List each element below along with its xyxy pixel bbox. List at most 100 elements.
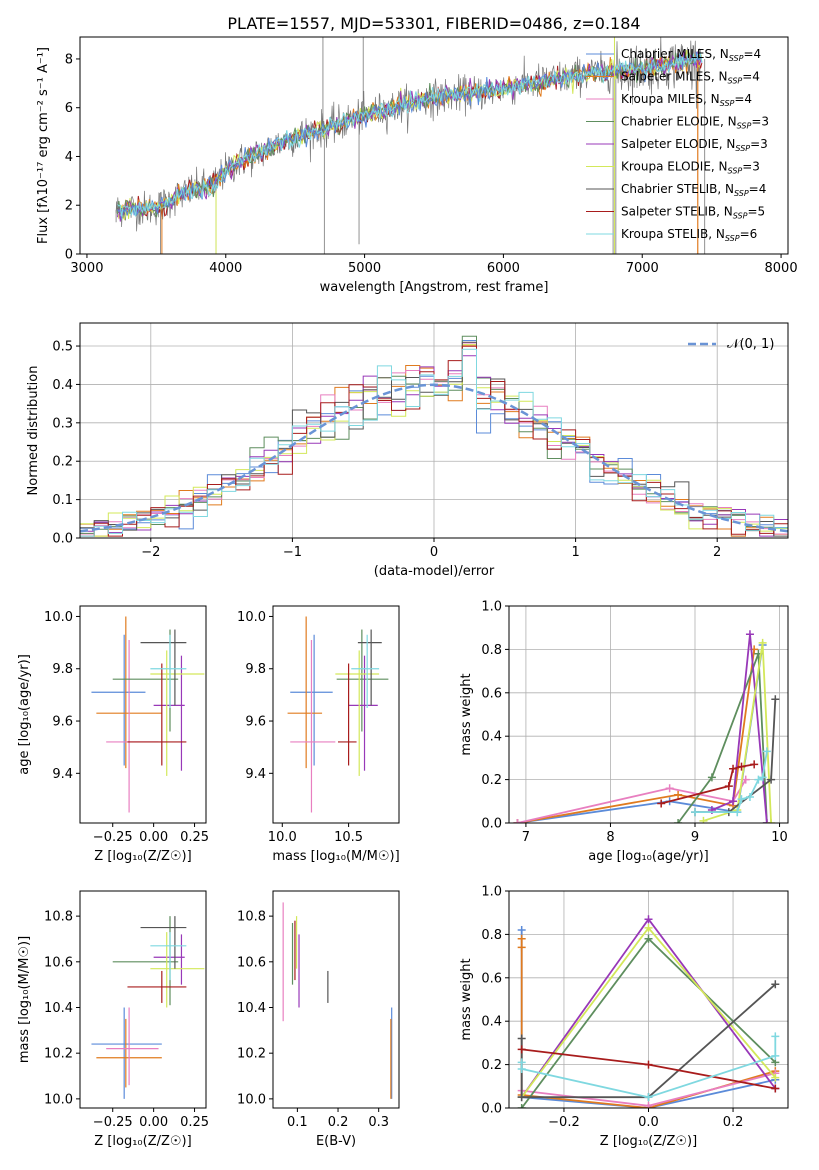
y-tick-label: 0.2 bbox=[481, 1058, 502, 1073]
plot-area bbox=[513, 630, 780, 823]
weight-line-4 bbox=[677, 653, 768, 823]
y-tick-label: 10.2 bbox=[44, 1047, 73, 1062]
weight-marker bbox=[771, 1073, 780, 1082]
weight-marker bbox=[513, 819, 522, 823]
data-point-3 bbox=[290, 639, 336, 813]
legend: Chabrier MILES, NSSP=4 Salpeter MILES, NS… bbox=[586, 47, 769, 243]
data-point-8 bbox=[127, 663, 187, 766]
weight-marker bbox=[691, 808, 699, 817]
data-point-7 bbox=[140, 916, 187, 969]
x-tick-label: 1 bbox=[571, 545, 579, 560]
gaussian-curve bbox=[80, 383, 788, 533]
x-tick-label: 5000 bbox=[348, 261, 381, 276]
plot-area bbox=[282, 902, 393, 1099]
data-point-7 bbox=[140, 629, 187, 706]
weight-marker bbox=[674, 819, 683, 823]
weight-marker bbox=[771, 1051, 780, 1060]
x-tick-label: 0.00 bbox=[139, 830, 168, 845]
y-tick-label: 0.5 bbox=[52, 340, 73, 355]
y-tick-label: 9.4 bbox=[245, 767, 266, 782]
weight-marker bbox=[767, 819, 776, 823]
panel-mass-weight-vs-Z: −0.2 0.0 0.2 0.0 0.2 0.4 0.6 0.8 1.0 Z [log₁₀(Z/Z… bbox=[459, 885, 789, 1149]
y-tick-label: 0.8 bbox=[481, 643, 502, 658]
x-tick-label: 3000 bbox=[70, 261, 103, 276]
x-tick-label: 8 bbox=[606, 830, 614, 845]
y-tick-label: 0.1 bbox=[52, 493, 73, 508]
x-axis-label: Z [log₁₀(Z/Z☉)] bbox=[94, 1134, 191, 1149]
weight-marker bbox=[762, 819, 771, 823]
y-tick-label: 6 bbox=[65, 101, 73, 116]
x-tick-label: 0.00 bbox=[139, 1115, 168, 1130]
x-axis-label: (data-model)/error bbox=[374, 564, 495, 579]
legend-label-1: Chabrier MILES, NSSP=4 bbox=[621, 47, 761, 63]
x-axis-label: mass [log₁₀(M/M☉)] bbox=[272, 849, 399, 864]
x-tick-label: 7000 bbox=[626, 261, 659, 276]
y-tick-label: 0.0 bbox=[481, 817, 502, 832]
weight-marker bbox=[737, 795, 746, 804]
weight-marker bbox=[517, 1034, 526, 1043]
x-tick-label: −2 bbox=[141, 545, 160, 560]
weight-marker bbox=[758, 638, 767, 647]
y-tick-label: 1.0 bbox=[481, 600, 502, 615]
plot-area bbox=[517, 915, 780, 1108]
weight-marker bbox=[729, 764, 738, 773]
weight-marker bbox=[644, 1060, 653, 1069]
y-tick-label: 8 bbox=[65, 52, 73, 67]
x-tick-label: −0.25 bbox=[93, 830, 133, 845]
weight-marker bbox=[771, 695, 780, 704]
legend-label-2: Salpeter MILES, NSSP=4 bbox=[621, 70, 760, 86]
y-axis-label: age [log₁₀(age/yr)] bbox=[17, 654, 32, 775]
y-tick-label: 0.6 bbox=[481, 971, 502, 986]
weight-marker bbox=[517, 943, 526, 952]
axes-frame bbox=[79, 605, 207, 824]
panel-age-vs-Z: −0.25 0.00 0.25 9.4 9.6 9.8 10.0 Z [log₁₀(Z/Z☉)… bbox=[17, 605, 209, 864]
plot-area bbox=[80, 335, 788, 537]
plot-area bbox=[287, 616, 389, 813]
data-point-8 bbox=[127, 970, 187, 1003]
weight-marker bbox=[674, 790, 683, 799]
data-point-5 bbox=[153, 655, 185, 771]
y-tick-label: 0.3 bbox=[52, 416, 73, 431]
weight-marker bbox=[737, 762, 746, 771]
data-point-6 bbox=[150, 650, 205, 776]
x-tick-label: 8000 bbox=[765, 261, 798, 276]
weight-marker bbox=[729, 797, 738, 806]
legend-label-6: Kroupa ELODIE, NSSP=3 bbox=[621, 160, 760, 176]
x-tick-label: 10.5 bbox=[334, 830, 363, 845]
y-tick-label: 10.0 bbox=[237, 1092, 266, 1107]
y-axis-label: mass weight bbox=[459, 958, 474, 1040]
weight-marker bbox=[644, 934, 653, 943]
weight-marker bbox=[644, 923, 653, 932]
legend-label-5: Salpeter ELODIE, NSSP=3 bbox=[621, 137, 768, 153]
weight-marker bbox=[762, 747, 771, 756]
y-tick-label: 0.4 bbox=[481, 730, 502, 745]
weight-marker bbox=[517, 934, 526, 943]
legend-label-4: Chabrier ELODIE, NSSP=3 bbox=[621, 115, 769, 131]
plot-area bbox=[91, 616, 205, 813]
y-tick-label: 10.0 bbox=[44, 610, 73, 625]
y-axis-label: mass [log₁₀(M/M☉)] bbox=[17, 936, 32, 1063]
weight-marker bbox=[517, 1045, 526, 1054]
weight-marker bbox=[517, 926, 526, 935]
x-tick-label: 6000 bbox=[487, 261, 520, 276]
x-tick-label: 4000 bbox=[209, 261, 242, 276]
y-tick-label: 10.0 bbox=[44, 1092, 73, 1107]
axes-frame bbox=[508, 605, 789, 824]
x-tick-label: 7 bbox=[522, 830, 530, 845]
y-tick-label: 0.8 bbox=[481, 928, 502, 943]
x-tick-label: 9 bbox=[691, 830, 699, 845]
y-tick-label: 10.4 bbox=[44, 1001, 73, 1016]
panel-mass-weight-vs-age: 7 8 9 10 0.0 0.2 0.4 0.6 0.8 1.0 age [log₁₀(age/yr… bbox=[459, 600, 789, 864]
y-tick-label: 0.2 bbox=[52, 455, 73, 470]
y-tick-label: 10.8 bbox=[44, 910, 73, 925]
weight-line-2 bbox=[517, 649, 756, 823]
y-tick-label: 10.4 bbox=[237, 1001, 266, 1016]
weight-marker bbox=[741, 775, 750, 784]
axes-frame bbox=[272, 890, 400, 1109]
panel-residual-histogram: −2 −1 0 1 2 0.0 0.1 0.2 0.3 0.4 0.5 (data-model)/er… bbox=[26, 322, 789, 579]
weight-marker bbox=[754, 775, 763, 784]
y-tick-label: 0.4 bbox=[52, 378, 73, 393]
y-tick-label: 10.6 bbox=[44, 955, 73, 970]
axes-frame bbox=[79, 890, 207, 1109]
x-tick-label: 0.25 bbox=[180, 830, 209, 845]
